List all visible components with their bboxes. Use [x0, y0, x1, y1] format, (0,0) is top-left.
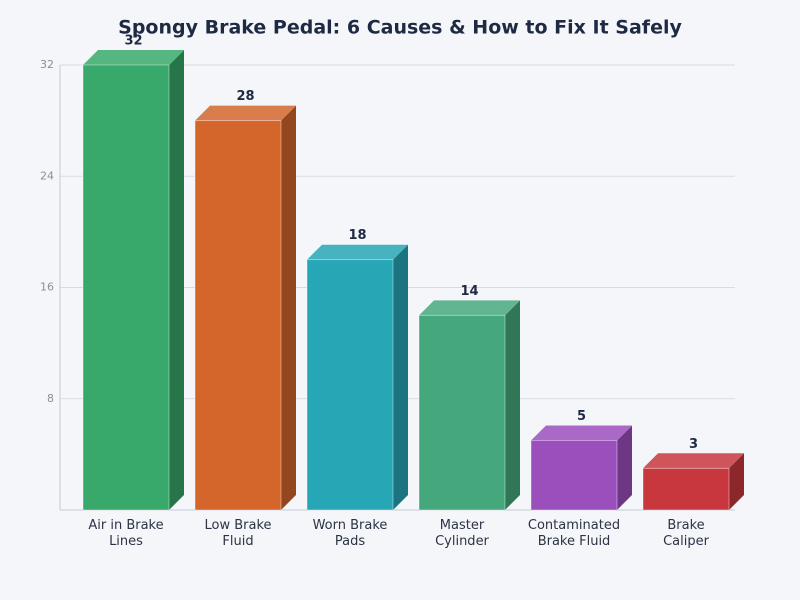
bar-side	[729, 453, 744, 510]
x-tick-label: Master Cylinder	[435, 518, 489, 549]
bar	[642, 467, 730, 511]
value-label: 32	[124, 34, 142, 49]
bar-top	[643, 453, 744, 469]
bar-top	[419, 300, 520, 316]
bar	[418, 314, 506, 511]
bar-side	[505, 300, 520, 510]
bar-top	[195, 105, 296, 121]
value-label: 18	[348, 228, 366, 243]
x-tick-label: Worn Brake Pads	[313, 518, 388, 549]
bar	[306, 259, 394, 511]
chart-title: Spongy Brake Pedal: 6 Causes & How to Fi…	[118, 17, 682, 39]
value-label: 3	[689, 437, 698, 452]
bar-top	[531, 425, 632, 441]
y-tick-label: 8	[47, 392, 54, 405]
x-tick-label: Air in Brake Lines	[88, 518, 163, 549]
bar-top	[307, 244, 408, 260]
bar-side	[169, 50, 184, 510]
x-tick-label: Brake Caliper	[663, 518, 710, 549]
bar-side	[617, 425, 632, 510]
bar	[82, 64, 170, 511]
bar-top	[83, 50, 184, 65]
value-label: 28	[236, 89, 254, 104]
y-tick-label: 16	[40, 281, 54, 294]
value-label: 5	[577, 409, 586, 424]
value-label: 14	[460, 284, 478, 299]
x-tick-label: Contaminated Brake Fluid	[528, 518, 620, 549]
bar-side	[393, 244, 408, 510]
y-tick-label: 24	[40, 169, 54, 182]
x-tick-label: Low Brake Fluid	[204, 518, 271, 549]
bar	[530, 440, 618, 511]
bar-side	[281, 105, 296, 510]
y-tick-label: 32	[40, 58, 54, 71]
bar	[194, 120, 282, 511]
